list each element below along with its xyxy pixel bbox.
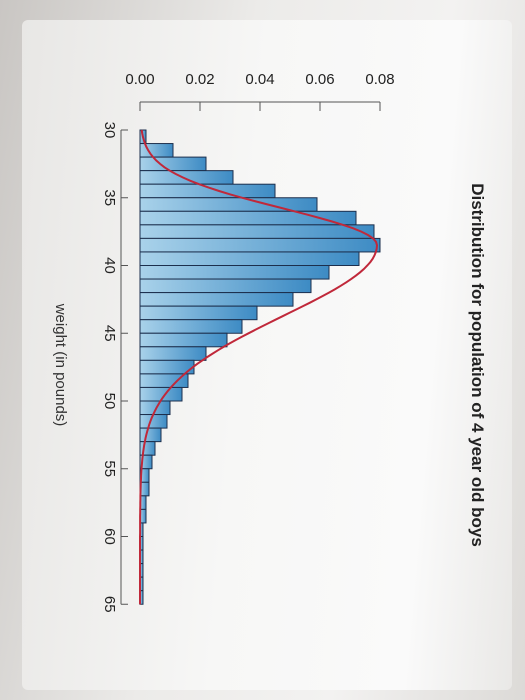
histogram-bar — [139, 373, 189, 388]
x-tick-label: 35 — [101, 189, 118, 206]
histogram-bar — [139, 414, 168, 429]
histogram-bar — [139, 319, 243, 334]
y-tick-label: 0.06 — [305, 71, 334, 88]
x-axis-label: weight (in pounds) — [52, 303, 69, 427]
y-tick-label: 0.00 — [125, 71, 154, 88]
histogram-bar — [139, 305, 258, 321]
density-curve — [139, 129, 379, 605]
histogram-bar — [139, 278, 312, 294]
screen-surface — [22, 20, 512, 690]
x-tick-label: 45 — [101, 325, 118, 342]
y-axis-ticks: 0.00 0.02 0.04 0.06 0.08 — [125, 71, 395, 111]
histogram-bar — [139, 427, 162, 443]
x-tick-label: 30 — [101, 122, 118, 139]
histogram-bar — [139, 237, 381, 253]
x-tick-label: 40 — [101, 257, 118, 274]
histogram-bar — [139, 156, 207, 172]
x-tick-label: 55 — [101, 460, 118, 477]
histogram-bar — [139, 332, 228, 348]
histogram-bar — [139, 292, 294, 307]
histogram-bar — [139, 346, 207, 361]
histogram-bar — [139, 170, 234, 185]
histogram-bar — [139, 265, 330, 280]
x-tick-label: 50 — [101, 393, 118, 410]
x-tick-label: 60 — [101, 528, 118, 545]
histogram-bar — [139, 224, 375, 239]
y-tick-label: 0.02 — [185, 71, 214, 88]
histogram-bar — [139, 251, 360, 266]
x-tick-label: 65 — [101, 596, 118, 613]
y-tick-label: 0.08 — [365, 71, 394, 88]
plot-area: 30 35 40 45 50 55 60 65 0.00 0.02 0.04 0.06 0.08 — [101, 71, 395, 613]
chart-title: Distribution for population of 4 year ol… — [468, 183, 487, 547]
x-axis-ticks: 30 35 40 45 50 55 60 65 — [101, 122, 128, 613]
y-tick-label: 0.04 — [245, 71, 274, 88]
bars-layer — [139, 129, 381, 605]
